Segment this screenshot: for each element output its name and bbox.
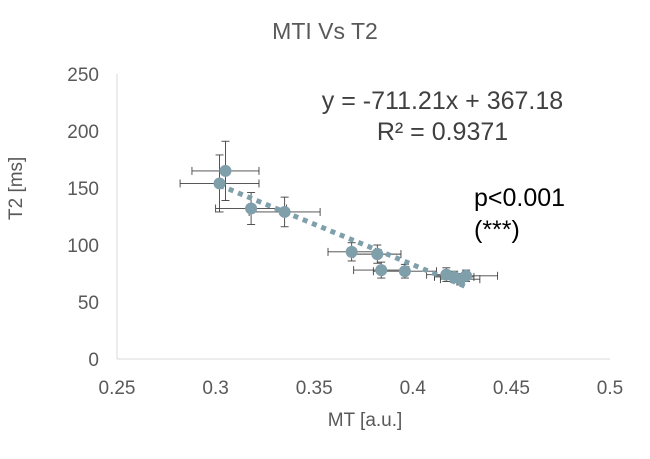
r-squared-label: R² = 0.9371	[376, 118, 509, 146]
data-point	[375, 264, 388, 277]
significance-stars: (***)	[474, 216, 520, 244]
y-tick-label: 50	[78, 293, 99, 314]
y-tick-label: 0	[88, 350, 99, 371]
data-point	[213, 177, 226, 190]
x-tick-label: 0.3	[202, 378, 228, 399]
linear-trendline	[218, 182, 467, 289]
x-tick-label: 0.25	[99, 378, 136, 399]
y-tick-label: 250	[67, 65, 99, 86]
x-tick-label: 0.5	[597, 378, 623, 399]
data-point	[219, 164, 232, 177]
y-axis-label: T2 [ms]	[6, 156, 27, 220]
data-point	[398, 265, 411, 278]
data-point	[278, 205, 291, 218]
trendline-equation-block: y = -711.21x + 367.18 R² = 0.9371	[300, 86, 585, 148]
data-point	[371, 248, 384, 261]
data-point	[245, 202, 258, 215]
x-tick-label: 0.35	[296, 378, 333, 399]
chart-title: MTI Vs T2	[272, 18, 378, 44]
x-tick-label: 0.4	[400, 378, 427, 399]
significance-annotation: p<0.001 (***)	[474, 182, 565, 246]
y-tick-label: 200	[67, 122, 99, 143]
data-point	[460, 269, 473, 282]
x-tick-label: 0.45	[493, 378, 530, 399]
y-tick-label: 150	[67, 179, 99, 200]
trendline-equation: y = -711.21x + 367.18	[321, 87, 564, 115]
p-value-label: p<0.001	[474, 184, 566, 212]
data-point	[345, 245, 358, 258]
x-axis-label: MT [a.u.]	[327, 410, 403, 431]
y-tick-label: 100	[67, 236, 99, 257]
